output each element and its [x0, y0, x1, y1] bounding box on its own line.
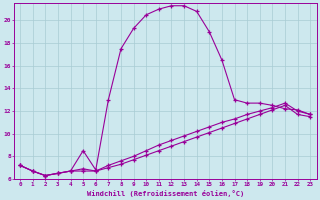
X-axis label: Windchill (Refroidissement éolien,°C): Windchill (Refroidissement éolien,°C)	[86, 190, 244, 197]
